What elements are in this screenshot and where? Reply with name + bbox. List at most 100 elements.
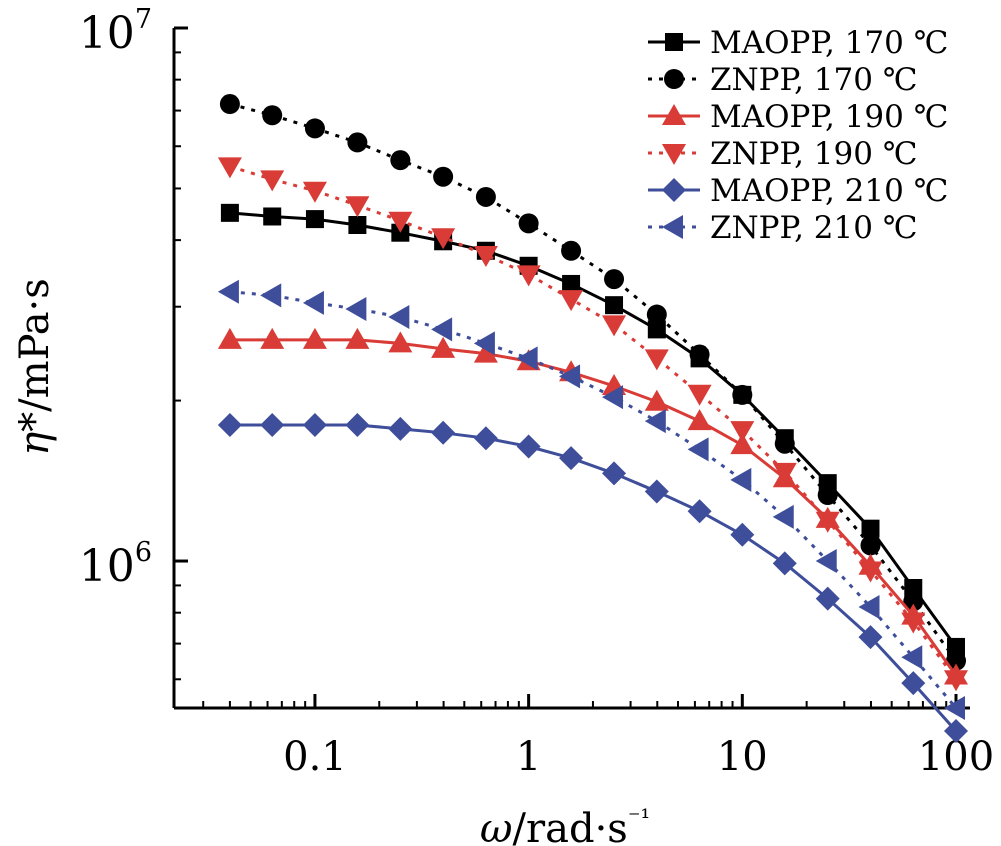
legend-label: MAOPP, 170 ℃ bbox=[710, 25, 948, 61]
data-point bbox=[260, 327, 285, 349]
data-point bbox=[217, 327, 242, 349]
data-point bbox=[772, 504, 794, 529]
data-point bbox=[644, 389, 669, 411]
data-point bbox=[944, 670, 968, 692]
series-1 bbox=[219, 94, 966, 671]
legend-entry: MAOPP, 190 ℃ bbox=[648, 99, 948, 135]
data-point bbox=[559, 446, 584, 471]
data-point bbox=[304, 118, 325, 139]
series-2 bbox=[217, 327, 968, 685]
legend-label: MAOPP, 190 ℃ bbox=[710, 99, 948, 135]
data-point bbox=[815, 511, 840, 533]
data-point bbox=[561, 240, 582, 261]
x-tick-label: 1 bbox=[516, 734, 541, 780]
data-point bbox=[687, 499, 712, 524]
data-point bbox=[774, 433, 795, 454]
data-point bbox=[647, 320, 666, 339]
data-point bbox=[473, 246, 498, 268]
data-point bbox=[858, 561, 883, 583]
legend-marker bbox=[662, 104, 686, 125]
data-point bbox=[431, 228, 456, 250]
legend-entry: ZNPP, 190 ℃ bbox=[648, 136, 918, 172]
data-point bbox=[431, 420, 456, 445]
data-point bbox=[946, 650, 966, 671]
data-point bbox=[302, 327, 327, 349]
data-point bbox=[644, 409, 666, 434]
legend-label: ZNPP, 170 ℃ bbox=[710, 62, 918, 98]
data-point bbox=[263, 207, 282, 226]
data-point bbox=[219, 94, 240, 115]
data-point bbox=[944, 718, 968, 743]
legend-marker bbox=[664, 69, 684, 89]
series-line bbox=[229, 290, 958, 709]
data-point bbox=[687, 409, 712, 431]
data-point bbox=[516, 346, 538, 371]
data-point bbox=[345, 412, 370, 437]
series-line bbox=[229, 164, 958, 681]
data-point bbox=[431, 317, 453, 342]
data-point bbox=[217, 412, 242, 437]
data-point bbox=[944, 696, 965, 720]
legend-marker bbox=[662, 178, 686, 202]
legend-entry: MAOPP, 210 ℃ bbox=[648, 173, 948, 209]
data-point bbox=[260, 283, 282, 308]
data-point bbox=[602, 385, 624, 410]
data-point bbox=[605, 296, 624, 315]
data-point bbox=[901, 645, 923, 670]
data-point bbox=[431, 336, 456, 358]
data-point bbox=[516, 434, 541, 459]
data-point bbox=[388, 331, 413, 353]
data-point bbox=[730, 421, 755, 443]
data-point bbox=[390, 150, 411, 171]
data-point bbox=[260, 170, 285, 192]
series-4 bbox=[217, 412, 968, 743]
legend-entry: ZNPP, 210 ℃ bbox=[648, 210, 918, 246]
series-line bbox=[229, 423, 958, 732]
data-point bbox=[305, 210, 324, 229]
data-point bbox=[345, 196, 370, 218]
data-point bbox=[644, 479, 669, 504]
data-point bbox=[473, 341, 498, 363]
data-point bbox=[730, 467, 752, 492]
data-point bbox=[644, 349, 669, 371]
data-point bbox=[388, 304, 410, 329]
legend-entry: ZNPP, 170 ℃ bbox=[648, 62, 918, 98]
data-point bbox=[302, 412, 327, 437]
data-point bbox=[262, 105, 283, 126]
series-line bbox=[229, 338, 958, 677]
data-point bbox=[689, 344, 710, 365]
data-point bbox=[858, 594, 880, 619]
data-point bbox=[559, 364, 581, 389]
data-point bbox=[901, 671, 926, 696]
data-point bbox=[220, 203, 239, 222]
data-point bbox=[903, 591, 924, 612]
data-point bbox=[345, 327, 370, 349]
data-point bbox=[217, 279, 239, 304]
data-point bbox=[559, 290, 584, 312]
data-point bbox=[646, 304, 667, 325]
legend-marker bbox=[662, 215, 683, 239]
series-line bbox=[229, 211, 958, 648]
legend-entry: MAOPP, 170 ℃ bbox=[648, 25, 948, 61]
data-point bbox=[815, 586, 840, 611]
data-point bbox=[947, 637, 965, 656]
x-axis-title: ω/rad·s⁻¹ bbox=[480, 804, 650, 846]
series-5 bbox=[217, 279, 965, 720]
series-3 bbox=[217, 157, 968, 692]
legend-marker bbox=[662, 144, 686, 165]
legend-label: MAOPP, 210 ℃ bbox=[710, 173, 948, 209]
y-axis-title: η*/mPa·s bbox=[12, 278, 58, 456]
data-point bbox=[391, 223, 410, 242]
data-point bbox=[687, 384, 712, 406]
data-point bbox=[687, 437, 709, 462]
legend-label: ZNPP, 210 ℃ bbox=[710, 210, 918, 246]
data-point bbox=[730, 522, 755, 547]
data-point bbox=[602, 315, 627, 337]
legend-label: ZNPP, 190 ℃ bbox=[710, 136, 918, 172]
data-point bbox=[475, 186, 496, 207]
series-0 bbox=[220, 203, 965, 656]
data-point bbox=[217, 157, 242, 179]
data-point bbox=[901, 612, 926, 634]
